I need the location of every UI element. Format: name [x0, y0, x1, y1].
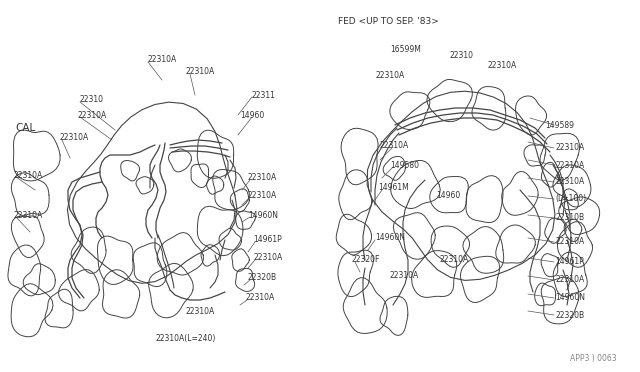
Text: 22310A: 22310A	[78, 110, 108, 119]
Text: 14960N: 14960N	[248, 211, 278, 219]
Text: 22310A: 22310A	[60, 134, 89, 142]
Text: 22310A: 22310A	[380, 141, 409, 150]
Text: 22310A: 22310A	[488, 61, 517, 70]
Text: 149589: 149589	[545, 121, 574, 129]
Text: 16599M: 16599M	[390, 45, 421, 55]
Text: 22310A: 22310A	[555, 144, 584, 153]
Text: 22310: 22310	[80, 96, 104, 105]
Text: 22310A: 22310A	[555, 237, 584, 247]
Text: 22310A: 22310A	[390, 270, 419, 279]
Text: 14961P: 14961P	[253, 235, 282, 244]
Text: 14960N: 14960N	[375, 234, 405, 243]
Text: 14961P: 14961P	[555, 257, 584, 266]
Text: 22310A: 22310A	[148, 55, 177, 64]
Text: APP3 ) 0063: APP3 ) 0063	[570, 353, 616, 362]
Text: 22310A: 22310A	[375, 71, 404, 80]
Text: 14960: 14960	[436, 190, 460, 199]
Text: 22310A(L=240): 22310A(L=240)	[155, 334, 216, 343]
Text: 22310A: 22310A	[555, 160, 584, 170]
Text: 22310A: 22310A	[555, 276, 584, 285]
Text: 14960N: 14960N	[555, 294, 585, 302]
Text: (L=100): (L=100)	[555, 195, 586, 203]
Text: 22311: 22311	[252, 90, 276, 99]
Text: 22310A: 22310A	[14, 170, 44, 180]
Text: CAL: CAL	[15, 123, 35, 133]
Text: 22310A: 22310A	[185, 308, 214, 317]
Text: 22320F: 22320F	[352, 256, 380, 264]
Text: 149580: 149580	[390, 160, 419, 170]
Text: 22310A: 22310A	[248, 190, 277, 199]
Text: 22320B: 22320B	[248, 273, 277, 282]
Text: 22310A: 22310A	[248, 173, 277, 183]
Text: 22320B: 22320B	[555, 311, 584, 320]
Text: 22310B: 22310B	[555, 214, 584, 222]
Text: 22310: 22310	[450, 51, 474, 60]
Text: 22310A: 22310A	[185, 67, 214, 77]
Text: 22310A: 22310A	[555, 177, 584, 186]
Text: 14960: 14960	[240, 110, 264, 119]
Text: 22310A: 22310A	[245, 294, 275, 302]
Text: FED <UP TO SEP. '83>: FED <UP TO SEP. '83>	[338, 17, 439, 26]
Text: 22310A: 22310A	[440, 256, 469, 264]
Text: 22310A: 22310A	[253, 253, 282, 263]
Text: 14961M: 14961M	[378, 183, 409, 192]
Text: 22310A: 22310A	[14, 211, 44, 219]
